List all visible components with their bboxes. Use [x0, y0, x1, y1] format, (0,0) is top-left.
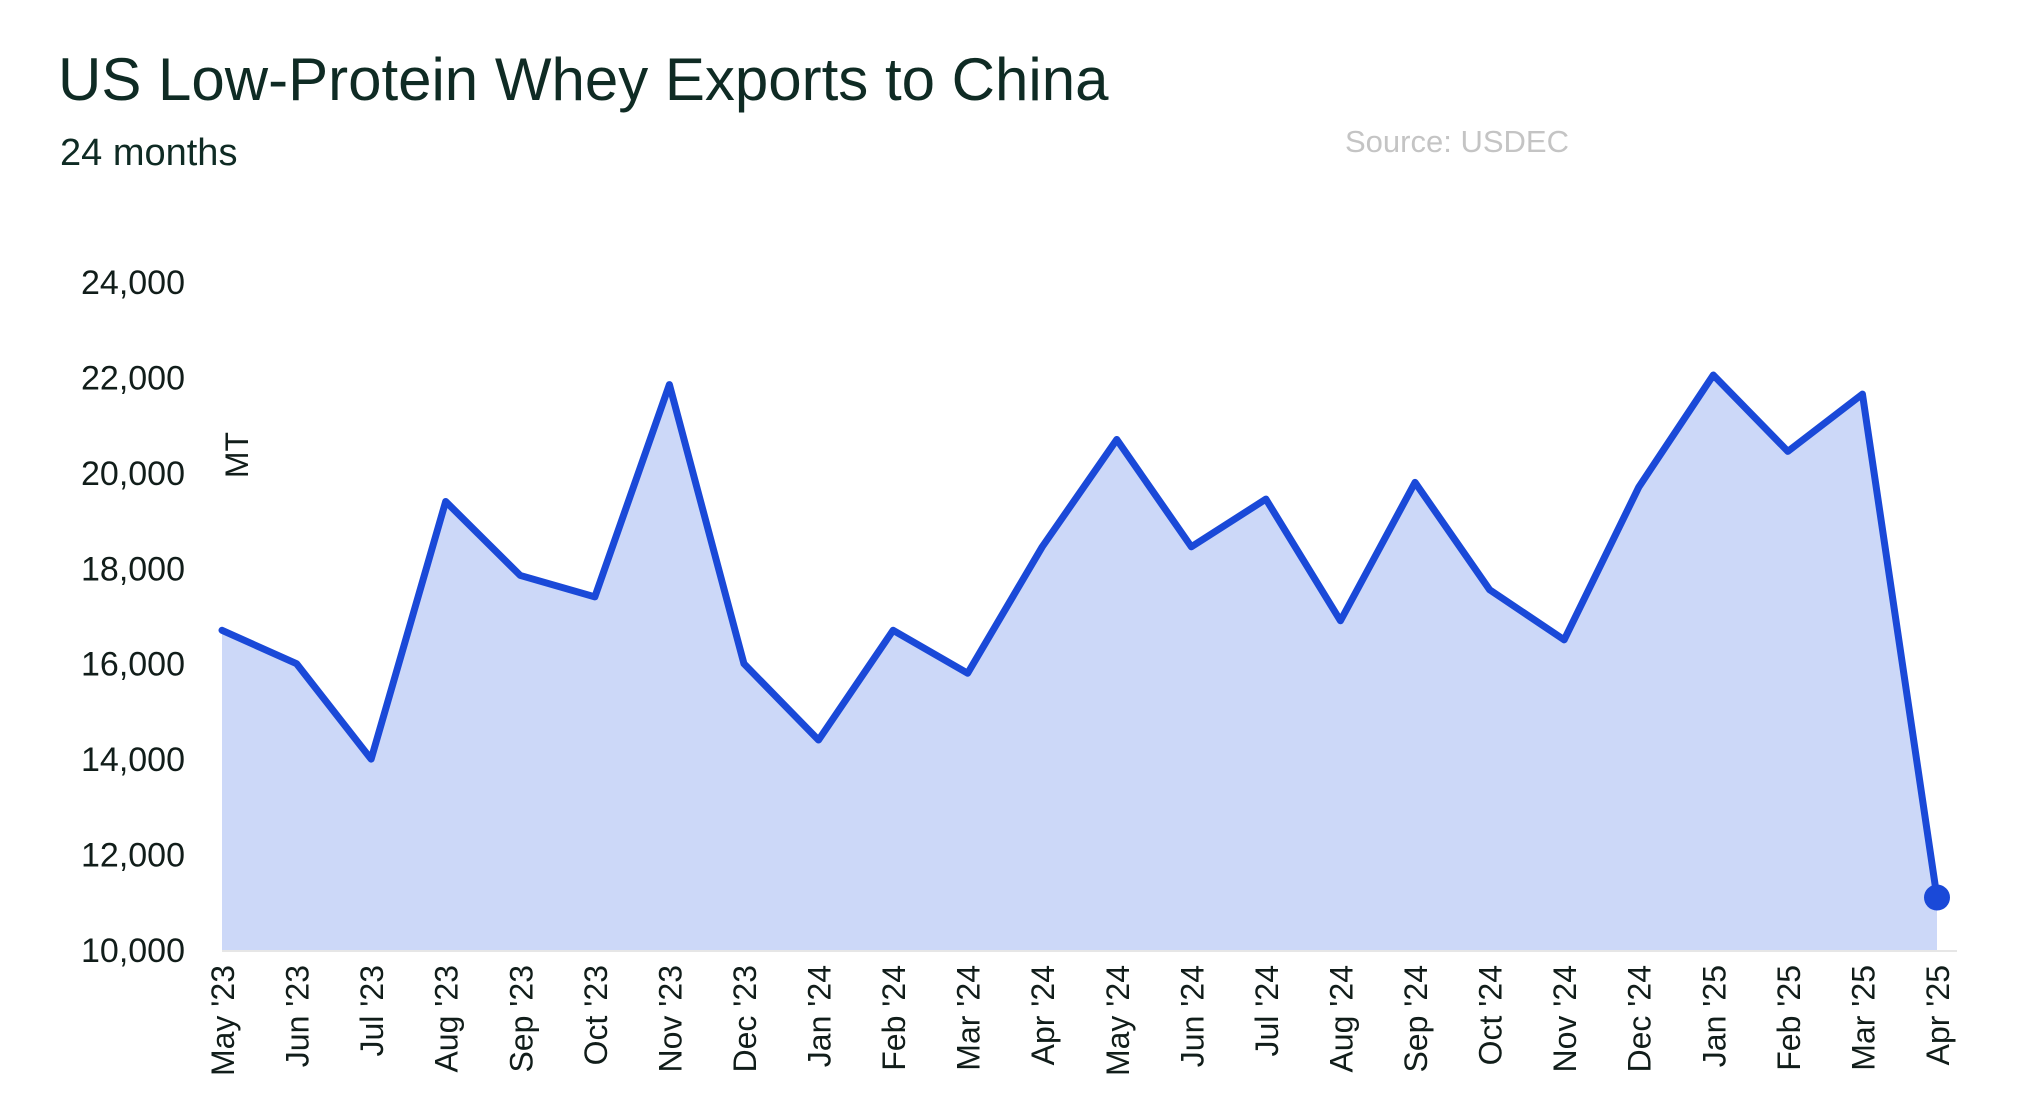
chart-subtitle: 24 months: [60, 132, 238, 174]
x-tick-label: Nov '23: [652, 965, 688, 1073]
series-line: [218, 371, 1941, 902]
x-tick-label: Nov '24: [1547, 965, 1583, 1073]
y-tick-label: 10,000: [81, 932, 185, 970]
x-tick-label: Aug '24: [1323, 965, 1359, 1073]
x-tick-label: Jul '24: [1249, 965, 1285, 1057]
x-tick-label: May '24: [1100, 965, 1136, 1076]
x-tick-label: Oct '23: [578, 965, 614, 1065]
x-tick-label: Feb '25: [1771, 965, 1807, 1071]
y-tick-label: 20,000: [81, 455, 185, 493]
y-tick-label: 16,000: [81, 646, 185, 684]
x-tick-label: Apr '25: [1920, 965, 1956, 1065]
x-tick-label: Sep '24: [1398, 965, 1434, 1073]
x-tick-label: Oct '24: [1473, 965, 1509, 1065]
x-tick-label: Jun '24: [1174, 965, 1210, 1067]
y-axis-label: MT: [219, 432, 255, 478]
x-tick-label: Jan '24: [802, 965, 838, 1067]
x-tick-label: Dec '24: [1622, 965, 1658, 1073]
x-tick-label: Jul '23: [354, 965, 390, 1057]
x-tick-label: May '23: [205, 965, 241, 1076]
y-tick-label: 22,000: [81, 359, 185, 397]
x-tick-label: Jan '25: [1696, 965, 1732, 1067]
last-data-point: [1924, 884, 1950, 911]
source-note: Source: USDEC: [1345, 124, 1569, 159]
series-area-fill: [222, 375, 1937, 950]
x-tick-label: Mar '24: [951, 965, 987, 1071]
chart-title: US Low-Protein Whey Exports to China: [58, 46, 1109, 113]
y-tick-label: 14,000: [81, 741, 185, 779]
y-tick-label: 18,000: [81, 550, 185, 588]
y-tick-label: 24,000: [81, 264, 185, 302]
x-tick-label: Mar '25: [1845, 965, 1881, 1071]
x-tick-label: Feb '24: [876, 965, 912, 1071]
y-tick-label: 12,000: [81, 837, 185, 875]
x-tick-label: Dec '23: [727, 965, 763, 1073]
x-tick-label: Apr '24: [1025, 965, 1061, 1065]
x-tick-label: Aug '23: [429, 965, 465, 1073]
x-tick-label: Jun '23: [280, 965, 316, 1067]
x-tick-label: Sep '23: [503, 965, 539, 1073]
